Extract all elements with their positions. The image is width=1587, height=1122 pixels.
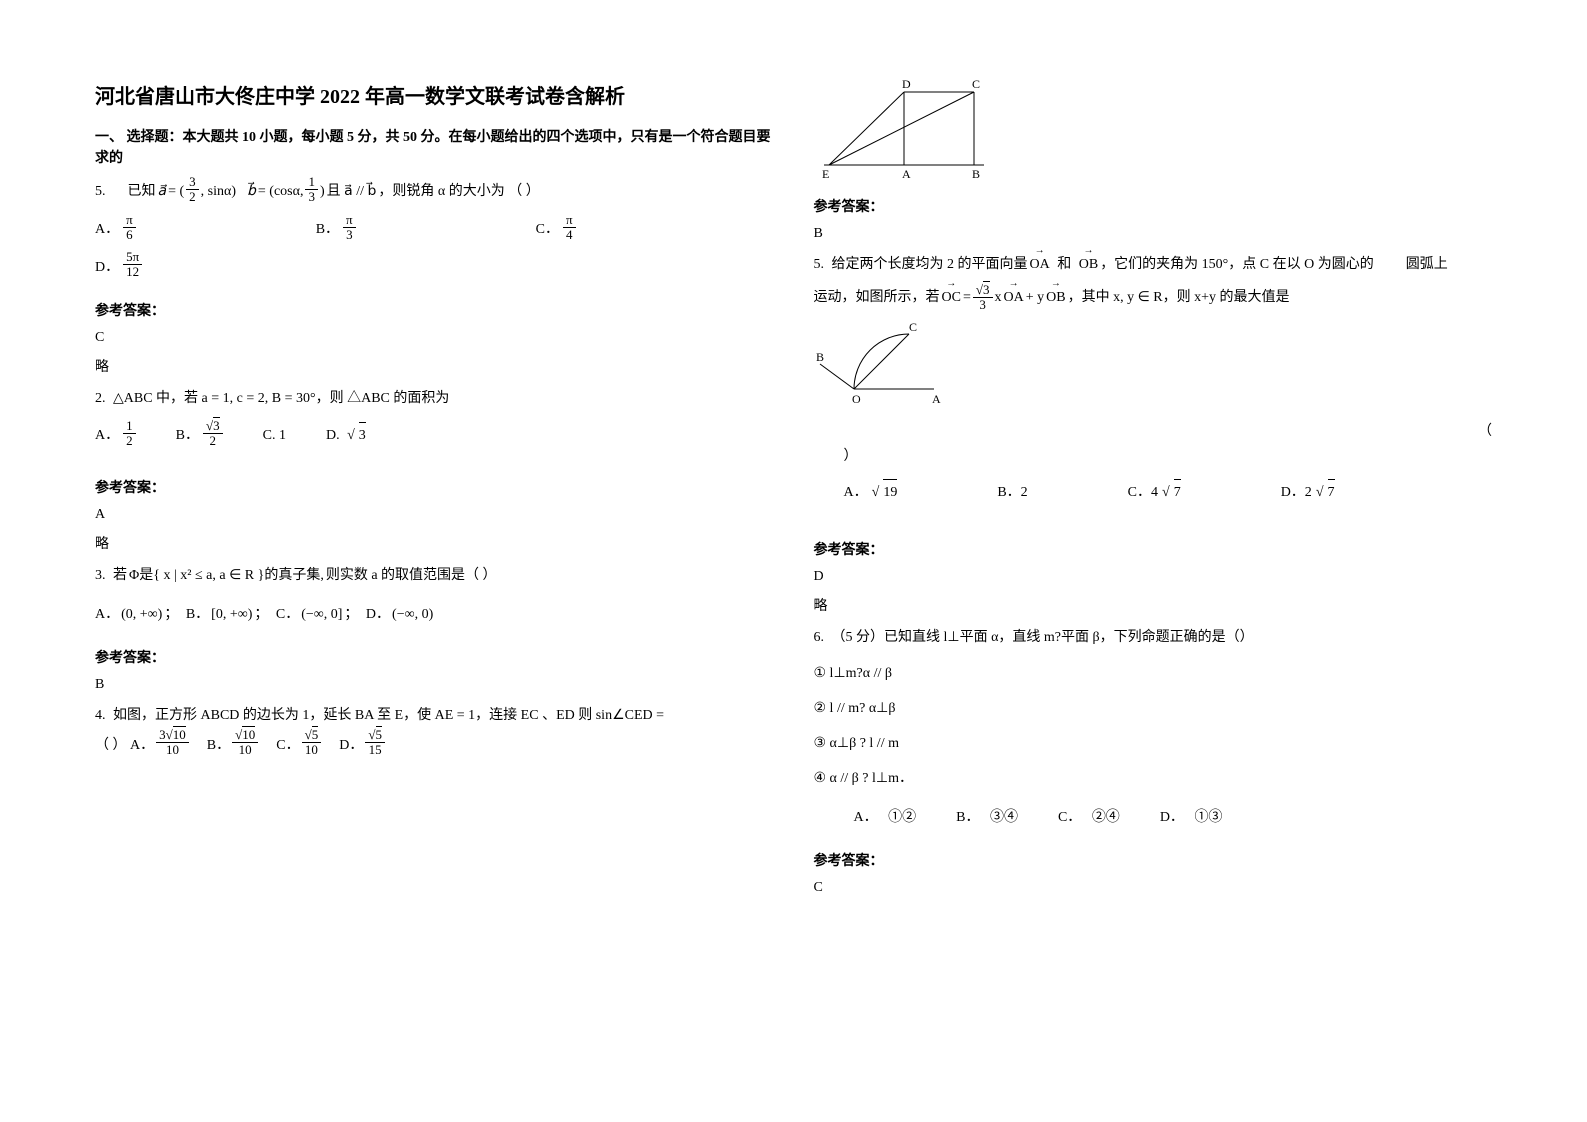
svg-text:C: C (909, 320, 917, 334)
q5-answer2: 略 (814, 595, 1493, 615)
q3-answer: B (95, 677, 774, 693)
q4-answer: B (814, 226, 1493, 242)
q1-answer2: 略 (95, 356, 774, 376)
q1-prefix: 已知 (128, 179, 156, 204)
q1-answer: C (95, 330, 774, 346)
question-6: 6. （5 分）已知直线 l⊥平面 α，直线 m?平面 β，下列命题正确的是（）… (814, 625, 1493, 830)
question-1: 5. 已知 a⃗= ( 32 , sinα) b⃗= (cosα, 13 ) 且… (95, 175, 774, 280)
svg-text:E: E (822, 167, 829, 180)
q3-answer-label: 参考答案： (95, 647, 774, 667)
q1-num: 5. (95, 179, 106, 204)
section-heading: 一、 选择题：本大题共 10 小题，每小题 5 分，共 50 分。在每小题给出的… (95, 127, 774, 169)
question-4: 4. 如图，正方形 ABCD 的边长为 1，延长 BA 至 E，使 AE = 1… (95, 703, 774, 758)
q5-answer: D (814, 569, 1493, 585)
left-column: 河北省唐山市大佟庄中学 2022 年高一数学文联考试卷含解析 一、 选择题：本大… (95, 80, 774, 1082)
svg-text:D: D (902, 80, 911, 91)
question-2: 2. △ABC 中，若 a = 1, c = 2, B = 30°，则 △ABC… (95, 386, 774, 457)
q2-answer: A (95, 507, 774, 523)
q4-figure: D C E A B (814, 80, 994, 180)
svg-text:A: A (932, 392, 941, 406)
question-5: 5. 给定两个长度均为 2 的平面向量 OA 和 OB ，它们的夹角为 150°… (814, 252, 1493, 505)
svg-text:B: B (816, 350, 824, 364)
q5-answer-label: 参考答案： (814, 539, 1493, 559)
page-title: 河北省唐山市大佟庄中学 2022 年高一数学文联考试卷含解析 (95, 80, 774, 109)
svg-text:B: B (972, 167, 980, 180)
question-3: 3. 若 Φ是{ x | x² ≤ a, a ∈ R }的真子集, 则实数 a … (95, 563, 774, 627)
q6-answer: C (814, 880, 1493, 896)
q6-answer-label: 参考答案： (814, 850, 1493, 870)
svg-text:O: O (852, 392, 861, 406)
svg-text:C: C (972, 80, 980, 91)
q5-figure: B C O A (814, 319, 974, 409)
svg-text:A: A (902, 167, 911, 180)
q2-answer-label: 参考答案： (95, 477, 774, 497)
q1-answer-label: 参考答案： (95, 300, 774, 320)
q4-answer-label: 参考答案： (814, 196, 1493, 216)
q2-answer2: 略 (95, 533, 774, 553)
right-column: D C E A B 参考答案： B 5. 给定两个长度均为 2 的平面向量 OA… (814, 80, 1493, 1082)
